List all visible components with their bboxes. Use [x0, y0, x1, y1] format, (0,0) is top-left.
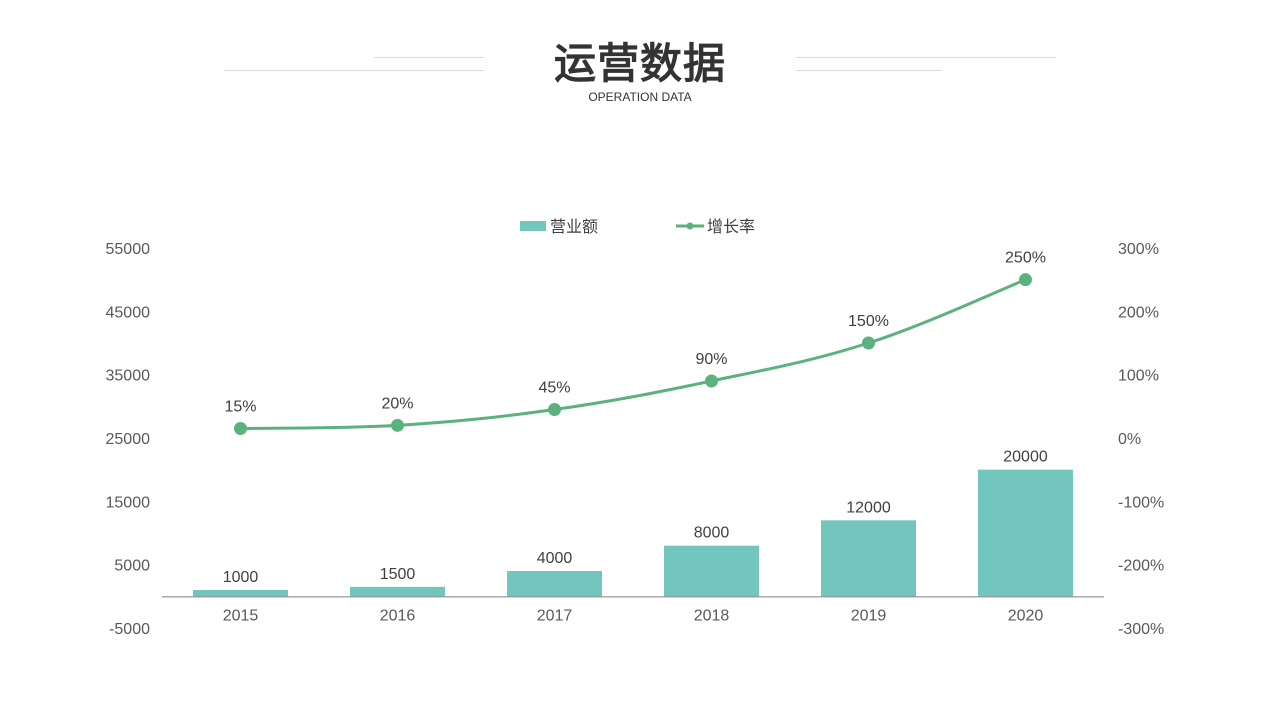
x-axis: 2015 2016 2017 2018 2019 2020	[162, 596, 1104, 624]
line-data-label: 20%	[381, 395, 413, 412]
line-data-label: 90%	[695, 351, 727, 368]
line-data-label: 250%	[1005, 250, 1046, 267]
left-axis-tick-label: 35000	[106, 368, 151, 385]
bar-data-label: 8000	[694, 525, 730, 542]
x-axis-tick-label: 2018	[694, 607, 730, 624]
right-axis-tick-label: -300%	[1118, 621, 1164, 638]
bar-2016	[350, 586, 445, 597]
x-axis-tick-label: 2019	[851, 607, 887, 624]
line-series	[234, 273, 1032, 435]
bar-2017	[507, 571, 602, 597]
right-axis: -300% -200% -100% 0% 100% 200% 300%	[1118, 241, 1164, 638]
legend-swatch-marker	[686, 222, 694, 230]
right-axis-tick-label: -200%	[1118, 558, 1164, 575]
x-axis-tick-label: 2020	[1008, 607, 1044, 624]
left-axis-tick-label: 55000	[106, 241, 151, 258]
growth-rate-point-2017	[548, 403, 561, 416]
bar-series	[193, 469, 1073, 597]
right-axis-tick-label: -100%	[1118, 494, 1164, 511]
legend-swatch-bar	[520, 221, 546, 231]
right-axis-tick-label: 300%	[1118, 241, 1159, 258]
x-axis-tick-label: 2017	[537, 607, 573, 624]
growth-rate-point-2016	[391, 418, 404, 432]
bar-data-label: 20000	[1003, 449, 1048, 466]
x-axis-tick-label: 2015	[223, 607, 259, 624]
line-data-label: 150%	[848, 313, 889, 330]
bar-data-label: 12000	[846, 499, 891, 516]
decorative-line-right-top	[796, 57, 1056, 58]
chart-legend: 营业额 增长率	[520, 217, 755, 236]
left-axis-tick-label: 15000	[106, 494, 151, 511]
left-axis-tick-label: 25000	[106, 431, 151, 448]
left-axis: -5000 5000 15000 25000 35000 45000 55000	[106, 241, 151, 638]
left-axis-tick-label: -5000	[109, 621, 150, 638]
x-axis-tick-label: 2016	[380, 607, 416, 624]
growth-rate-point-2015	[234, 422, 247, 435]
bar-2020	[978, 469, 1073, 597]
line-data-label: 45%	[538, 380, 570, 397]
left-axis-tick-label: 45000	[106, 304, 151, 321]
legend-label-revenue: 营业额	[550, 217, 598, 236]
growth-rate-point-2019	[862, 336, 875, 350]
bar-data-label: 4000	[537, 550, 573, 567]
decorative-line-left-top	[374, 57, 484, 58]
right-axis-tick-label: 200%	[1118, 304, 1159, 321]
bar-data-label: 1500	[380, 566, 416, 583]
growth-rate-point-2020	[1019, 273, 1032, 287]
bar-data-label: 1000	[223, 569, 259, 586]
growth-rate-line	[240, 278, 1027, 430]
decorative-line-right-bottom	[796, 70, 942, 71]
legend-label-growth-rate: 增长率	[707, 217, 755, 236]
bar-2019	[821, 520, 916, 597]
right-axis-tick-label: 0%	[1118, 431, 1141, 448]
right-axis-tick-label: 100%	[1118, 368, 1159, 385]
line-data-label: 15%	[224, 399, 256, 416]
page-title: 运营数据	[553, 39, 726, 88]
left-axis-tick-label: 5000	[114, 558, 150, 575]
bar-2018	[664, 545, 759, 597]
data-labels: 1000 1500 4000 8000 12000 20000 15% 20% 45% 90% 15…	[223, 250, 1048, 586]
growth-rate-point-2018	[705, 374, 718, 388]
page-subtitle: OPERATION DATA	[588, 90, 692, 104]
bar-2015	[193, 590, 288, 597]
decorative-line-left-bottom	[224, 70, 484, 71]
